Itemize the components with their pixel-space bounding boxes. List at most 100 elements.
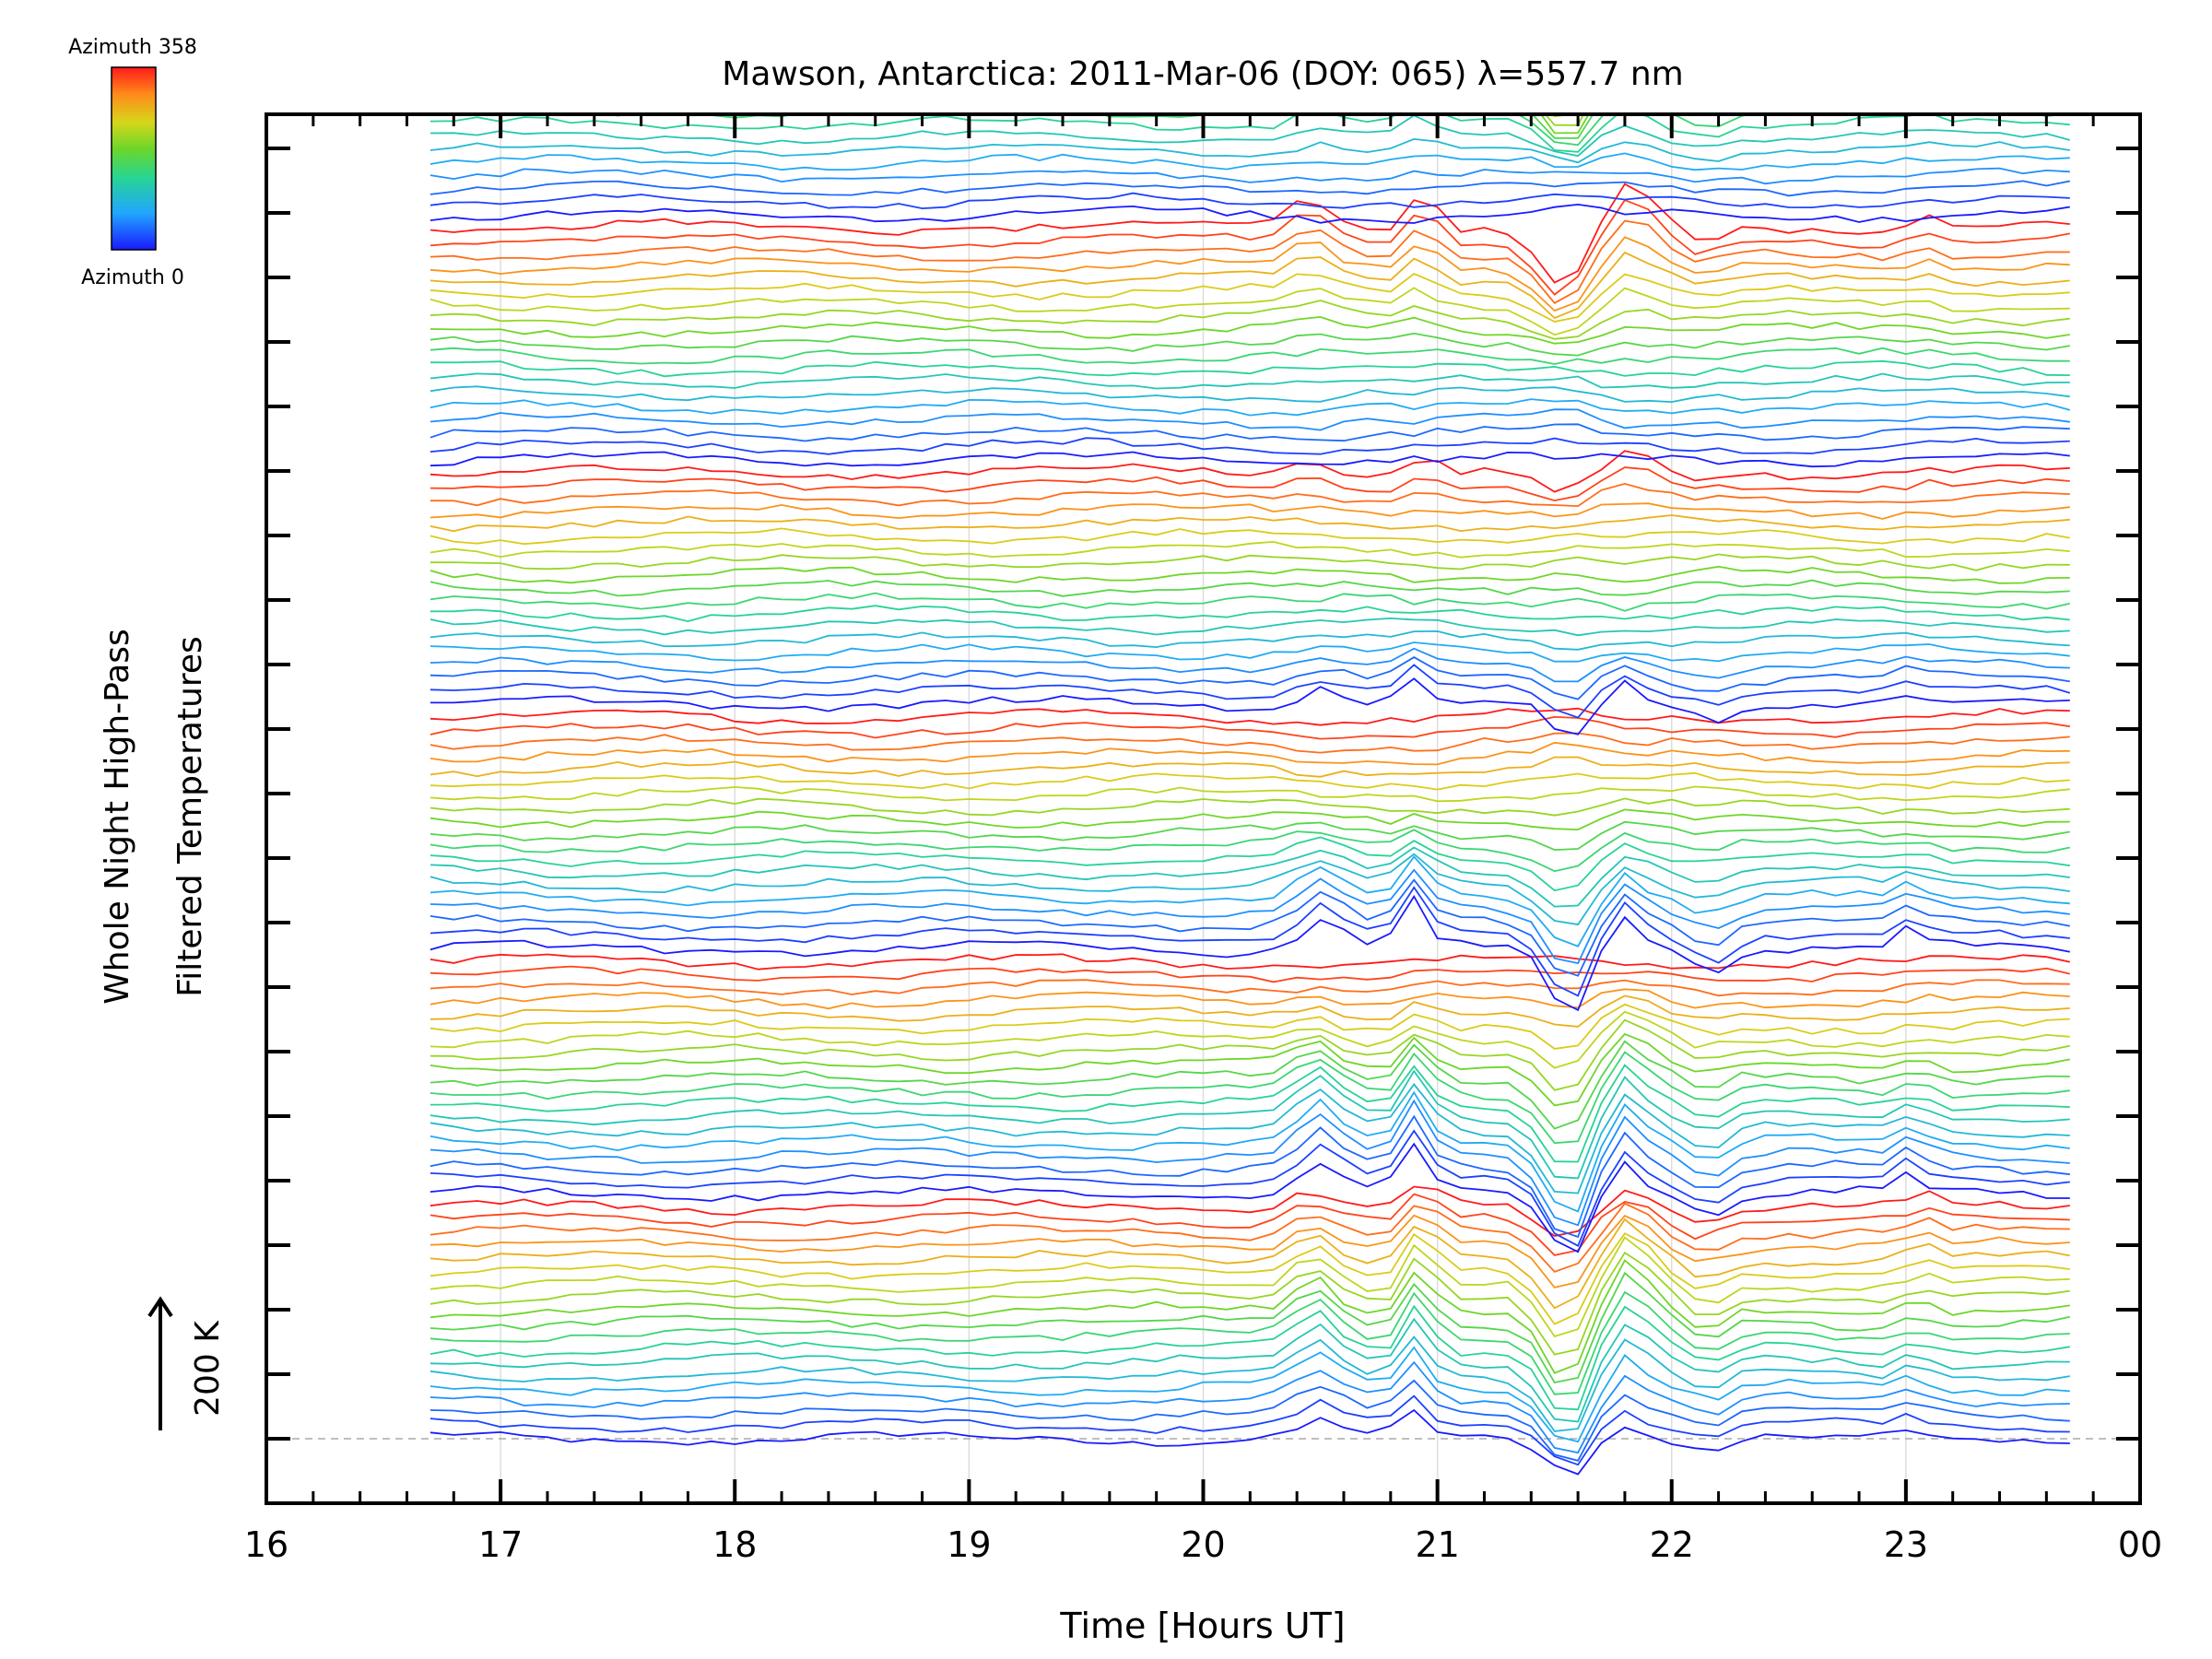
azimuth-colorbar [111, 66, 157, 251]
series-line [429, 756, 2070, 778]
series-line [429, 466, 2070, 502]
colorbar-top-label: Azimuth 358 [68, 36, 197, 59]
series-line [429, 1408, 2070, 1476]
series-line [430, 0, 2070, 46]
series-lines [429, 0, 2071, 1476]
x-tick-label: 17 [478, 1524, 523, 1565]
series-line [429, 1193, 2070, 1256]
series-line [429, 1090, 2070, 1213]
series-line [429, 647, 2070, 683]
series-line [429, 1236, 2070, 1338]
series-line [429, 741, 2070, 766]
series-line [429, 1142, 2070, 1253]
series-line [429, 1360, 2070, 1454]
series-line [429, 785, 2070, 803]
series-line [429, 1290, 2070, 1395]
series-line [429, 182, 2070, 284]
series-line [429, 715, 2070, 740]
series-line [429, 656, 2070, 700]
series-line [429, 451, 2070, 468]
x-tick-label: 22 [1650, 1524, 1694, 1565]
series-line [429, 251, 2070, 320]
series-line [429, 797, 2070, 817]
series-line [429, 1317, 2070, 1423]
series-line [429, 1069, 2070, 1180]
series-line [429, 994, 2070, 1028]
x-tick-label: 00 [2118, 1524, 2162, 1565]
x-tick-label: 18 [712, 1524, 757, 1565]
series-line [429, 1129, 2070, 1247]
series-line [429, 398, 2071, 417]
series-line [429, 1114, 2070, 1239]
colorbar-bottom-label: Azimuth 0 [81, 266, 184, 289]
y-axis-label-line1: Whole Night High-Pass [99, 629, 136, 1005]
chart-title: Mawson, Antarctica: 2011-Mar-06 (DOY: 06… [722, 55, 1683, 93]
series-line [429, 886, 2070, 997]
series-line [429, 1051, 2070, 1145]
series-line [429, 894, 2070, 1012]
x-tick-label: 23 [1884, 1524, 1928, 1565]
series-line [429, 1040, 2070, 1130]
series-line [429, 192, 2070, 210]
series-line [429, 137, 2070, 164]
axes-ticks: 16 17 18 19 20 21 22 23 00 [244, 114, 2162, 1565]
series-line [429, 732, 2070, 754]
series-line [429, 808, 2070, 831]
series-line [429, 300, 2070, 340]
series-line [429, 771, 2070, 791]
series-line [429, 502, 2070, 520]
series-line [429, 482, 2070, 508]
series-line [429, 820, 2070, 852]
series-line [429, 1185, 2070, 1237]
series-line [429, 527, 2070, 546]
series-line [429, 219, 2070, 304]
series-line [429, 1064, 2070, 1163]
series-line [429, 707, 2070, 726]
series-line [429, 315, 2070, 345]
series-line [429, 1251, 2070, 1356]
series-line [429, 868, 2070, 965]
series-line [429, 836, 2070, 892]
x-tick-label: 16 [244, 1524, 288, 1565]
series-line [429, 347, 2070, 365]
series-line [429, 677, 2070, 735]
series-line [429, 592, 2071, 612]
series-line [429, 979, 2070, 997]
series-line [429, 287, 2070, 336]
series-line [429, 1335, 2070, 1432]
series-line [429, 450, 2070, 493]
series-line [429, 1010, 2070, 1069]
x-tick-label: 21 [1415, 1524, 1459, 1565]
series-line [429, 1259, 2070, 1374]
series-line [429, 641, 2070, 663]
series-line [429, 236, 2070, 312]
series-line [429, 829, 2070, 873]
series-line [429, 272, 2070, 323]
series-line [429, 114, 2070, 153]
series-line [429, 579, 2070, 597]
series-line [429, 988, 2070, 1010]
series-line [429, 953, 2070, 971]
series-line [429, 437, 2070, 455]
series-line [429, 553, 2070, 571]
series-line [429, 1346, 2070, 1443]
grid-lines [500, 114, 1907, 1503]
series-line [429, 514, 2070, 533]
series-line [429, 846, 2070, 908]
series-line [429, 372, 2070, 390]
series-line [429, 1304, 2070, 1411]
series-line [429, 1099, 2070, 1227]
series-line [429, 878, 2070, 977]
series-line [429, 152, 2070, 171]
series-line [429, 1018, 2070, 1091]
series-line [429, 965, 2071, 983]
series-line [429, 385, 2070, 404]
series-line [429, 855, 2070, 947]
scale-label: 200 K [189, 1320, 227, 1417]
series-line [429, 1003, 2070, 1050]
series-line [429, 565, 2070, 584]
series-line [429, 1218, 2070, 1310]
series-line [429, 408, 2070, 431]
series-line [429, 114, 2071, 158]
